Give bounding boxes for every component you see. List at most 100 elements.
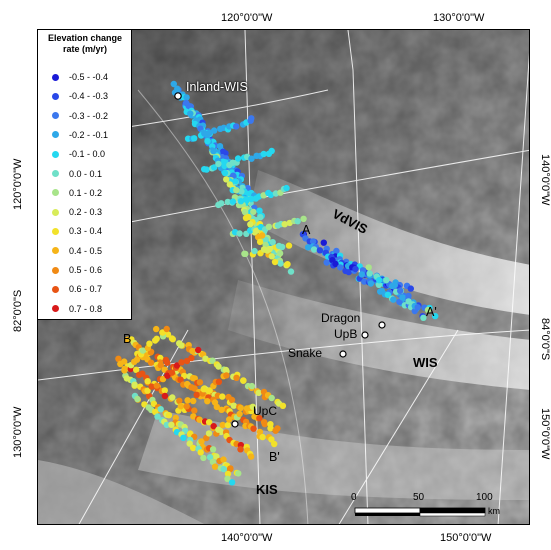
elevation-point bbox=[242, 250, 249, 258]
elevation-point bbox=[238, 188, 245, 195]
elevation-point bbox=[251, 247, 258, 255]
legend-item-label: 0.5 - 0.6 bbox=[69, 265, 103, 275]
elevation-point bbox=[316, 247, 324, 254]
elevation-point bbox=[193, 391, 200, 398]
elevation-point bbox=[157, 362, 164, 369]
elevation-point bbox=[190, 397, 197, 405]
elevation-point bbox=[284, 261, 291, 268]
elevation-point bbox=[211, 127, 218, 134]
elevation-point bbox=[211, 463, 219, 470]
elevation-point bbox=[333, 247, 340, 255]
elevation-point bbox=[189, 444, 197, 452]
elevation-point bbox=[230, 402, 237, 409]
elevation-point bbox=[159, 375, 167, 383]
elevation-point bbox=[231, 178, 239, 185]
elevation-point bbox=[186, 440, 193, 447]
legend-item: 0.7 - 0.8 bbox=[52, 302, 102, 316]
elevation-point bbox=[215, 160, 222, 168]
legend-item-label: 0.4 - 0.5 bbox=[69, 245, 103, 256]
elevation-point bbox=[332, 260, 339, 268]
elevation-point bbox=[269, 239, 276, 246]
elevation-point bbox=[234, 155, 242, 162]
elevation-point bbox=[210, 423, 217, 430]
legend-item-label: 0.6 - 0.7 bbox=[69, 284, 103, 295]
elevation-point bbox=[164, 359, 171, 366]
coord-top-120w: 120°0'0"W bbox=[221, 12, 273, 24]
elevation-point bbox=[265, 223, 273, 230]
label-kis: KIS bbox=[256, 482, 278, 497]
legend-item-label: 0.2 - 0.3 bbox=[69, 207, 103, 218]
legend-color-swatch bbox=[52, 73, 59, 81]
elevation-point bbox=[176, 397, 183, 404]
elevation-point bbox=[184, 397, 191, 404]
elevation-point bbox=[287, 268, 295, 275]
elevation-point bbox=[337, 264, 344, 271]
elevation-point bbox=[161, 387, 168, 394]
elevation-point bbox=[177, 376, 184, 383]
elevation-point bbox=[190, 413, 197, 420]
elevation-point bbox=[215, 363, 222, 370]
elevation-point bbox=[236, 410, 243, 418]
elevation-point bbox=[187, 110, 194, 117]
legend-color-swatch bbox=[52, 247, 59, 255]
label-upb: UpB bbox=[334, 327, 358, 341]
legend-color-swatch bbox=[52, 131, 59, 139]
elevation-point bbox=[146, 340, 153, 347]
elevation-point bbox=[268, 253, 275, 260]
elevation-point bbox=[272, 427, 279, 434]
elevation-point bbox=[218, 200, 225, 207]
coord-left-120w: 120°0'0"W bbox=[12, 158, 24, 210]
elevation-point bbox=[223, 176, 230, 183]
elevation-point bbox=[228, 396, 236, 404]
elevation-point bbox=[139, 370, 146, 377]
elevation-point bbox=[224, 421, 232, 429]
elevation-point bbox=[240, 377, 247, 384]
elevation-point bbox=[294, 218, 301, 225]
elevation-point bbox=[236, 230, 243, 237]
elevation-point bbox=[133, 356, 141, 363]
legend-color-swatch bbox=[52, 208, 59, 216]
elevation-point bbox=[266, 245, 273, 253]
elevation-point bbox=[210, 147, 217, 155]
legend-item: 0.6 - 0.7 bbox=[52, 282, 102, 296]
legend-title: Elevation change rate (m/yr) bbox=[40, 33, 130, 55]
elevation-point bbox=[133, 366, 140, 373]
elevation-point bbox=[144, 387, 151, 394]
elevation-point bbox=[121, 358, 128, 365]
elevation-point bbox=[224, 475, 231, 482]
elevation-point bbox=[376, 277, 383, 284]
ice-stream-kis bbox=[138, 410, 529, 500]
elevation-point bbox=[310, 246, 318, 253]
elevation-point bbox=[320, 239, 327, 246]
legend-color-swatch bbox=[52, 112, 59, 120]
ice-stream-wis bbox=[228, 280, 529, 390]
elevation-point bbox=[205, 419, 213, 426]
elevation-point bbox=[183, 403, 190, 410]
legend-item-label: -0.3 - -0.2 bbox=[69, 110, 109, 121]
elevation-point bbox=[189, 347, 196, 355]
elevation-point bbox=[188, 354, 195, 362]
label-profile-a: A bbox=[302, 223, 311, 237]
elevation-point bbox=[173, 362, 181, 369]
label-profile-b: B bbox=[123, 332, 132, 346]
elevation-point bbox=[250, 208, 257, 216]
elevation-point bbox=[131, 381, 138, 388]
elevation-point bbox=[259, 232, 266, 239]
elevation-point bbox=[383, 276, 390, 284]
elevation-point bbox=[361, 278, 368, 285]
marker-inland-wis bbox=[174, 92, 182, 100]
elevation-point bbox=[283, 184, 290, 192]
elevation-point bbox=[195, 346, 202, 354]
legend-item: 0.5 - 0.6 bbox=[52, 263, 102, 277]
elevation-point bbox=[233, 187, 240, 194]
elevation-point bbox=[235, 470, 242, 477]
elevation-point bbox=[247, 221, 254, 228]
legend-item: -0.5 - -0.4 bbox=[52, 70, 108, 84]
elevation-point bbox=[267, 191, 275, 199]
elevation-point bbox=[218, 406, 225, 413]
elevation-point bbox=[267, 425, 274, 432]
label-dragon: Dragon bbox=[321, 311, 361, 325]
elevation-point bbox=[277, 260, 284, 267]
elevation-point bbox=[223, 372, 230, 379]
elevation-point bbox=[178, 342, 185, 349]
